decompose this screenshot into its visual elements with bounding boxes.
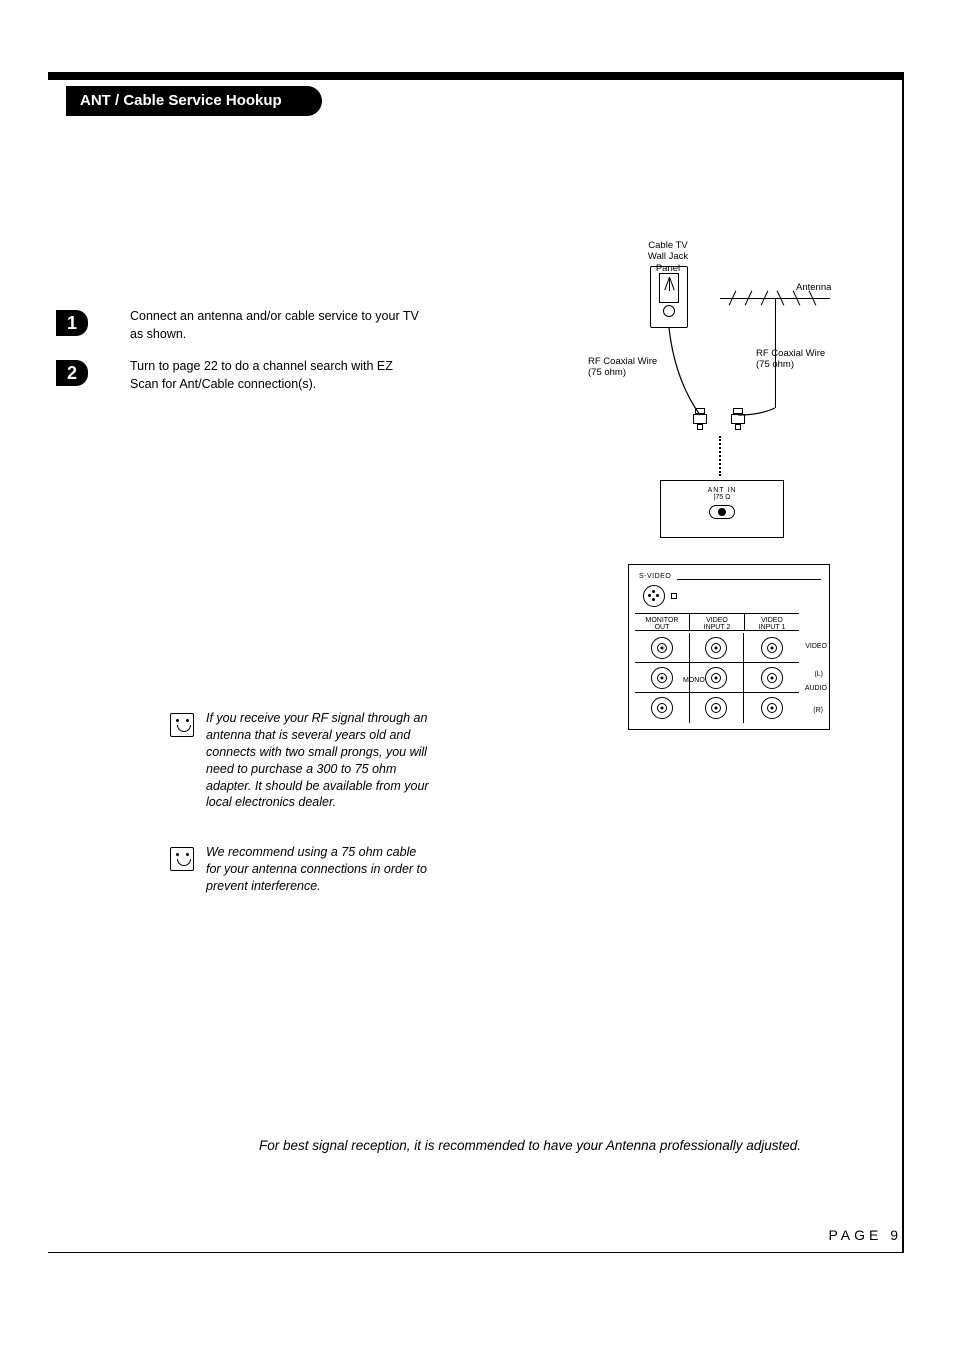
svideo-jack-icon — [643, 585, 665, 607]
dotted-line — [719, 436, 721, 476]
note-block-1: If you receive your RF signal through an… — [170, 710, 430, 811]
note-text-2: We recommend using a 75 ohm cable for yo… — [206, 844, 430, 895]
rca-jack-icon — [761, 667, 783, 689]
row-label-audio: AUDIO — [805, 685, 827, 692]
step-text-2: Turn to page 22 to do a channel search w… — [130, 358, 420, 393]
note-text-1: If you receive your RF signal through an… — [206, 710, 430, 811]
step-badge-1: 1 — [56, 310, 88, 336]
rca-jack-icon — [651, 667, 673, 689]
rca-jack-icon — [705, 667, 727, 689]
ant-in-label: ANT IN — [661, 487, 783, 494]
note-icon — [170, 713, 194, 737]
col-video-input-2: VIDEOINPUT 2 — [690, 614, 745, 630]
ant-in-sub: |75 Ω — [661, 494, 783, 501]
ant-in-panel: ANT IN |75 Ω — [660, 480, 784, 538]
page-number: PAGE 9 — [828, 1227, 902, 1243]
col-monitor-out: MONITOROUT — [635, 614, 690, 630]
coax-connector-icon — [693, 408, 707, 432]
step-badge-2: 2 — [56, 360, 88, 386]
row-label-l: (L) — [814, 671, 823, 678]
bottom-note: For best signal reception, it is recomme… — [180, 1138, 880, 1153]
svideo-label: S-VIDEO — [639, 573, 671, 580]
coax-connector-icon — [731, 408, 745, 432]
rear-panel: S-VIDEO MONITOROUT VIDEOINPUT 2 VIDEOINP… — [628, 564, 830, 730]
coax-jack-icon — [709, 505, 735, 519]
rca-jack-icon — [651, 697, 673, 719]
row-label-mono: MONO — [683, 677, 705, 684]
row-label-r: (R) — [813, 707, 823, 714]
rca-jack-icon — [705, 637, 727, 659]
section-title: ANT / Cable Service Hookup — [66, 86, 322, 116]
rca-jack-icon — [761, 637, 783, 659]
rca-jack-icon — [761, 697, 783, 719]
rca-jack-icon — [705, 697, 727, 719]
note-icon — [170, 847, 194, 871]
rca-jack-icon — [651, 637, 673, 659]
col-video-input-1: VIDEOINPUT 1 — [745, 614, 799, 630]
note-block-2: We recommend using a 75 ohm cable for yo… — [170, 844, 430, 895]
hookup-diagram: Cable TVWall Jack Panel Antenna RF Coaxi… — [560, 240, 880, 760]
row-label-video: VIDEO — [805, 643, 827, 650]
key-notch — [671, 593, 677, 599]
step-text-1: Connect an antenna and/or cable service … — [130, 308, 420, 343]
